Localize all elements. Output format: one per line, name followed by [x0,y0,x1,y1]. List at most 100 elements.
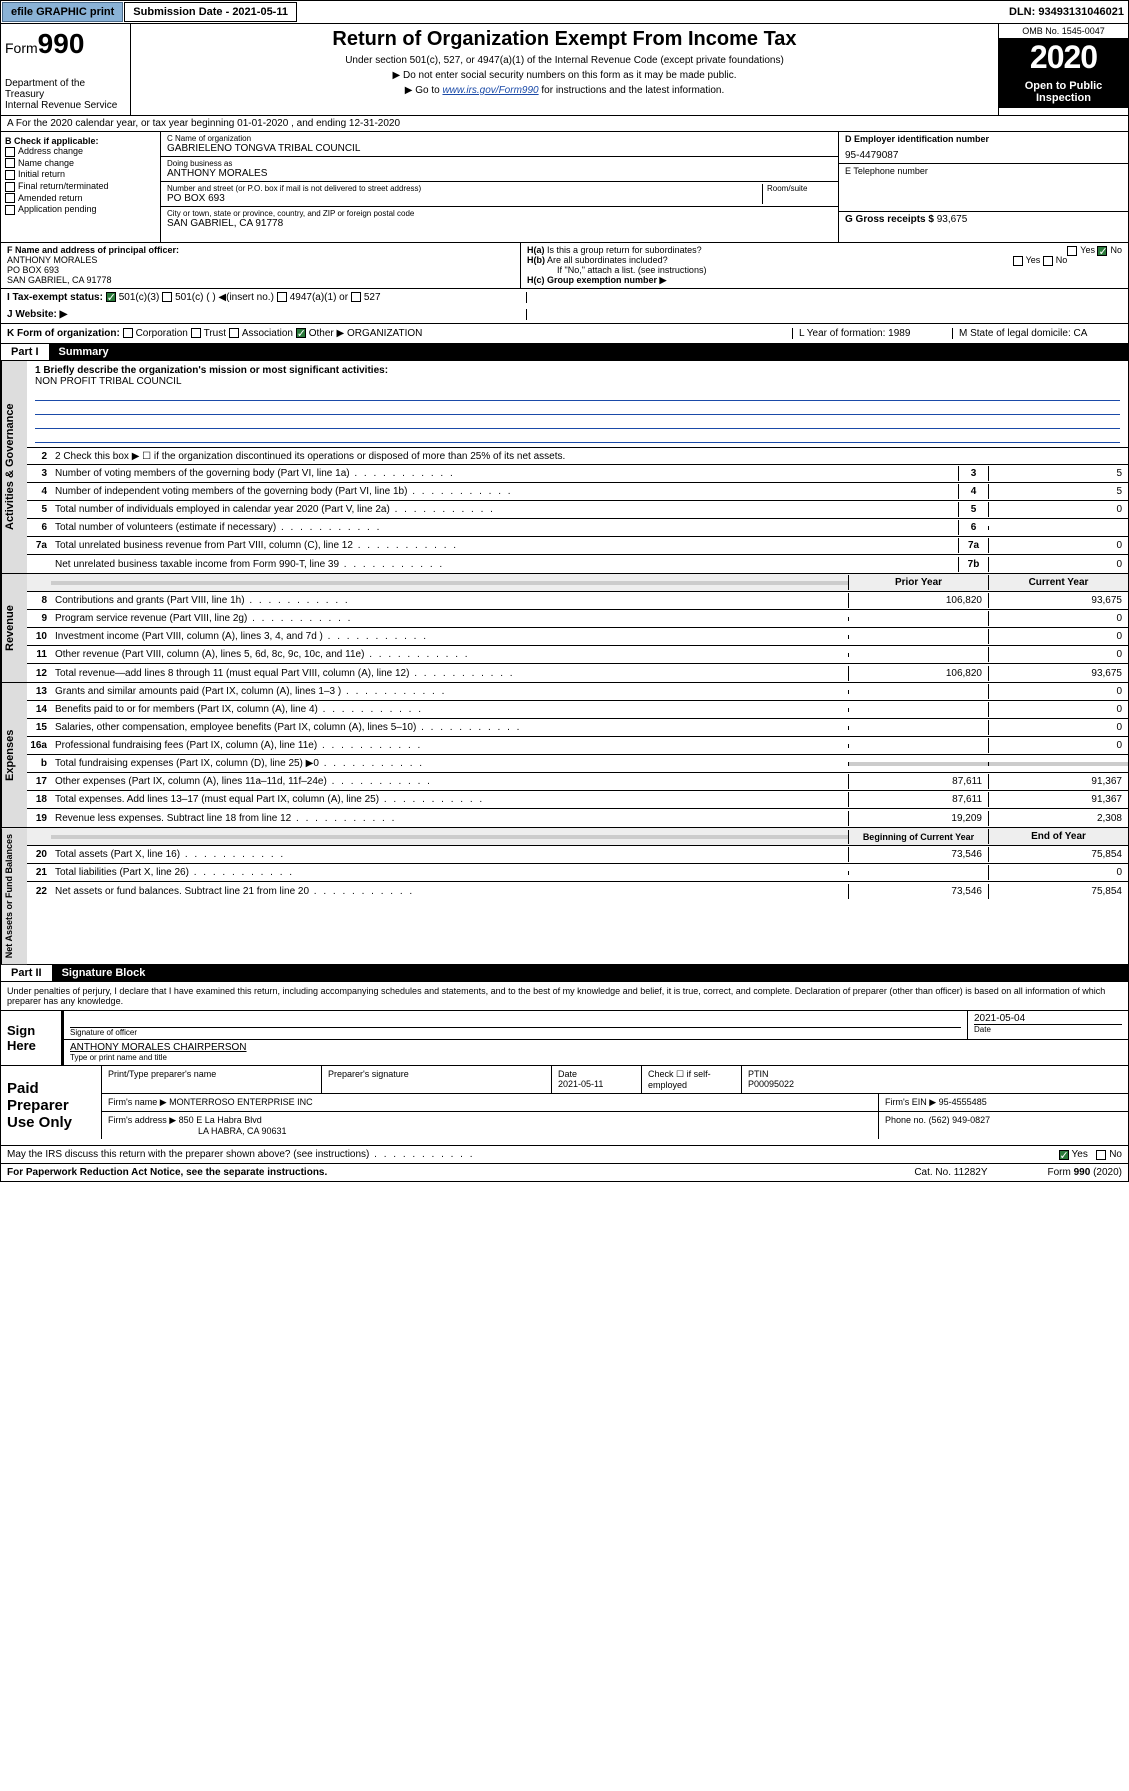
irs-link[interactable]: www.irs.gov/Form990 [442,85,538,96]
officer-addr1: PO BOX 693 [7,265,59,275]
sig-officer-label: Signature of officer [70,1027,961,1037]
officer-addr2: SAN GABRIEL, CA 91778 [7,275,112,285]
footer-right: Form 990 (2020) [1048,1167,1122,1178]
city: SAN GABRIEL, CA 91778 [167,218,832,229]
mission-text: NON PROFIT TRIBAL COUNCIL [35,376,182,387]
note1: ▶ Do not enter social security numbers o… [139,70,990,81]
prep-name-hdr: Print/Type preparer's name [101,1066,321,1093]
org-name-label: C Name of organization [167,134,832,143]
gross-val: 93,675 [937,214,968,225]
prep-self-hdr: Check ☐ if self-employed [641,1066,741,1093]
h-b: H(b) Are all subordinates included? Yes … [527,255,1122,265]
org-name: GABRIELENO TONGVA TRIBAL COUNCIL [167,143,832,154]
row-a: A For the 2020 calendar year, or tax yea… [0,116,1129,132]
cb-final[interactable]: Final return/terminated [5,181,156,192]
footer: For Paperwork Reduction Act Notice, see … [0,1164,1129,1182]
part1-header: Part I Summary [0,344,1129,361]
table-row: 17Other expenses (Part IX, column (A), l… [27,773,1128,791]
ptin: P00095022 [748,1079,794,1089]
table-row: 8Contributions and grants (Part VIII, li… [27,592,1128,610]
firm-ein: 95-4555485 [939,1097,987,1107]
discuss-text: May the IRS discuss this return with the… [7,1149,475,1160]
table-row: 21Total liabilities (Part X, line 26)0 [27,864,1128,882]
table-row: 6Total number of volunteers (estimate if… [27,519,1128,537]
table-row: 9Program service revenue (Part VIII, lin… [27,610,1128,628]
table-row: 18Total expenses. Add lines 13–17 (must … [27,791,1128,809]
sig-name-label: Type or print name and title [70,1053,1122,1062]
table-row: 12Total revenue—add lines 8 through 11 (… [27,664,1128,682]
form-org-label: K Form of organization: [7,328,120,339]
table-row: bTotal fundraising expenses (Part IX, co… [27,755,1128,773]
line2: 2 Check this box ▶ ☐ if the organization… [51,449,1128,464]
form-title: Return of Organization Exempt From Incom… [139,28,990,51]
website-label: J Website: ▶ [7,309,67,320]
table-row: 11Other revenue (Part VIII, column (A), … [27,646,1128,664]
box-b-title: B Check if applicable: [5,136,99,146]
gross-label: G Gross receipts $ [845,214,934,225]
vtab-exp: Expenses [1,683,27,827]
phone-label: E Telephone number [845,166,1122,176]
current-year-hdr: Current Year [988,575,1128,590]
firm-addr2: LA HABRA, CA 90631 [108,1126,287,1136]
table-row: 22Net assets or fund balances. Subtract … [27,882,1128,900]
cb-pending[interactable]: Application pending [5,204,156,215]
note2: ▶ Go to www.irs.gov/Form990 for instruct… [139,85,990,96]
other-org: ORGANIZATION [347,328,422,339]
cb-name[interactable]: Name change [5,158,156,169]
part2-title: Signature Block [52,965,156,981]
cb-addr[interactable]: Address change [5,146,156,157]
addr-label: Number and street (or P.O. box if mail i… [167,184,762,193]
year-formation: L Year of formation: 1989 [792,328,952,339]
begin-year-hdr: Beginning of Current Year [848,830,988,844]
cb-amended[interactable]: Amended return [5,193,156,204]
box-c: C Name of organization GABRIELENO TONGVA… [161,132,838,242]
room-label: Room/suite [767,184,832,193]
prep-date: 2021-05-11 [558,1079,603,1089]
net-assets: Net Assets or Fund Balances Beginning of… [0,828,1129,965]
topbar: efile GRAPHIC print Submission Date - 20… [0,0,1129,24]
sig-date-label: Date [974,1024,1122,1034]
sign-here: Sign Here Signature of officer 2021-05-0… [0,1011,1129,1066]
part1-title: Summary [49,344,119,360]
mission-label: 1 Briefly describe the organization's mi… [35,365,388,376]
table-row: Net unrelated business taxable income fr… [27,555,1128,573]
h-c: H(c) Group exemption number ▶ [527,275,1122,286]
firm-name: MONTERROSO ENTERPRISE INC [169,1097,313,1107]
sig-date: 2021-05-04 [974,1013,1122,1024]
prep-date-hdr: Date [558,1069,577,1079]
row-j: J Website: ▶ [0,306,1129,324]
paid-label: Paid Preparer Use Only [1,1066,101,1145]
table-row: 10Investment income (Part VIII, column (… [27,628,1128,646]
dba-label: Doing business as [167,159,832,168]
dln: DLN: 93493131046021 [1009,6,1128,18]
expenses: Expenses 13Grants and similar amounts pa… [0,683,1129,828]
table-row: 5Total number of individuals employed in… [27,501,1128,519]
revenue: Revenue Prior YearCurrent Year 8Contribu… [0,574,1129,683]
firm-addr-label: Firm's address ▶ [108,1115,176,1125]
part2-num: Part II [1,965,52,981]
sig-name: ANTHONY MORALES CHAIRPERSON [70,1042,1122,1053]
table-row: 20Total assets (Part X, line 16)73,54675… [27,846,1128,864]
cb-initial[interactable]: Initial return [5,169,156,180]
sig-text: Under penalties of perjury, I declare th… [0,982,1129,1011]
table-row: 13Grants and similar amounts paid (Part … [27,683,1128,701]
table-row: 14Benefits paid to or for members (Part … [27,701,1128,719]
efile-btn[interactable]: efile GRAPHIC print [2,2,123,22]
row-k: K Form of organization: Corporation Trus… [0,324,1129,344]
vtab-rev: Revenue [1,574,27,682]
firm-label: Firm's name ▶ [108,1097,167,1107]
table-row: 3Number of voting members of the governi… [27,465,1128,483]
subtitle: Under section 501(c), 527, or 4947(a)(1)… [139,55,990,66]
paid-preparer: Paid Preparer Use Only Print/Type prepar… [0,1066,1129,1146]
footer-cat: Cat. No. 11282Y [914,1167,987,1178]
firm-phone: (562) 949-0827 [929,1115,991,1125]
firm-addr1: 850 E La Habra Blvd [179,1115,262,1125]
prep-sig-hdr: Preparer's signature [321,1066,551,1093]
ptin-hdr: PTIN [748,1069,769,1079]
box-b: B Check if applicable: Address change Na… [1,132,161,242]
submission-date: Submission Date - 2021-05-11 [124,2,297,22]
firm-ein-label: Firm's EIN ▶ [885,1097,936,1107]
officer-name: ANTHONY MORALES [7,255,97,265]
officer-label: F Name and address of principal officer: [7,245,179,255]
ein-label: D Employer identification number [845,134,1122,144]
